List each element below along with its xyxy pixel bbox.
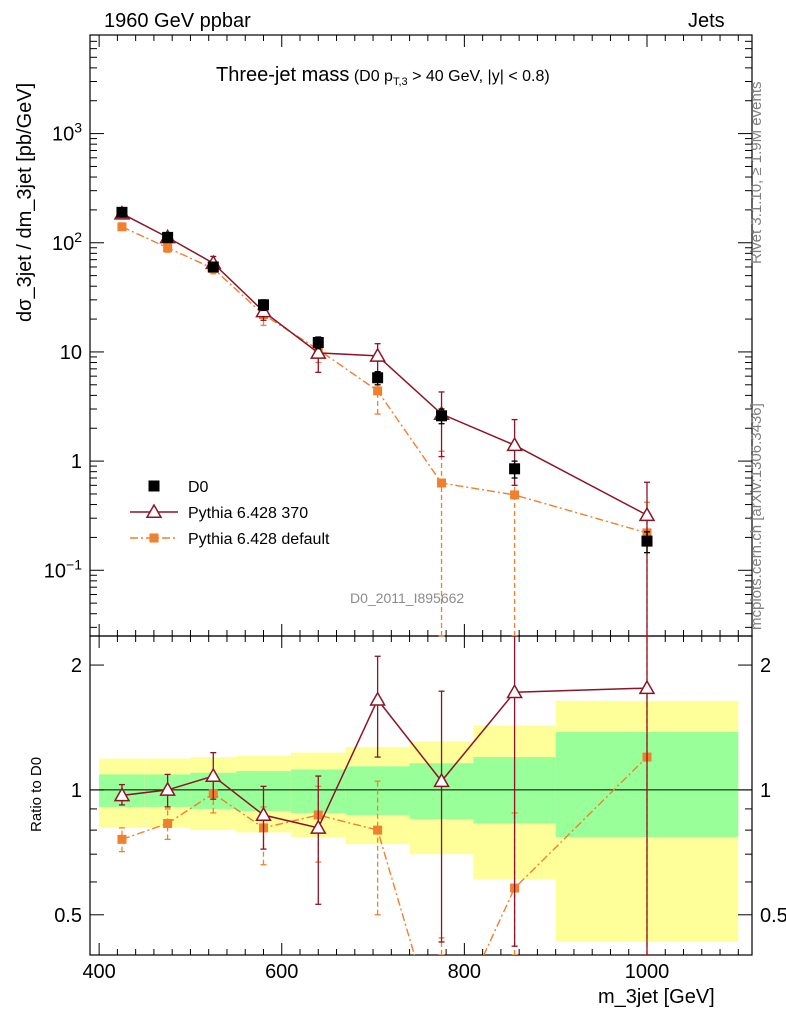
ratio-pythia-370-point — [255, 806, 272, 822]
y-tick-label-ratio-right: 0.5 — [760, 905, 786, 927]
legend-label: D0 — [188, 479, 209, 496]
y-tick-label-ratio-left: 2 — [71, 655, 82, 677]
y-tick-label-ratio-right: 1 — [760, 780, 771, 802]
y-tick-label-ratio-left: 1 — [71, 780, 82, 802]
legend-pythia-default-marker — [149, 533, 159, 543]
x-tick-label: 400 — [82, 961, 115, 983]
legend-d0-marker — [148, 480, 160, 492]
series-layer — [113, 205, 656, 955]
pythia-default-point — [373, 386, 383, 396]
pythia-default-line — [121, 226, 648, 534]
d0-data-point — [116, 206, 128, 218]
ratio-pythia-default-point — [117, 834, 127, 844]
plot-title-cut-sub: T,3 — [392, 76, 408, 89]
pythia-default-point — [163, 243, 173, 253]
y-axis-label-ratio: Ratio to D0 — [28, 756, 45, 832]
pythia-default-point — [117, 222, 127, 232]
x-tick-label: 600 — [265, 961, 298, 983]
plot-title: Three-jet mass (D0 pT,3 > 40 GeV, |y| < … — [216, 64, 550, 88]
y-tick-label-ratio-right: 2 — [760, 655, 771, 677]
pythia-370-point — [506, 436, 523, 452]
d0-data-point — [162, 231, 174, 243]
d0-data-point — [641, 535, 653, 547]
d0-data-point — [436, 410, 448, 422]
legend: D0 Pythia 6.428 370 Pythia 6.428 default — [130, 479, 330, 548]
d0-data-point — [509, 463, 521, 475]
ratio-pythia-370-point — [204, 767, 222, 783]
d0-data-point — [207, 261, 219, 273]
ratio-plot-frame: 400 600 800 1000 0.5 0.5 1 1 2 2 — [54, 635, 786, 983]
y-tick-label-main: 10−1 — [44, 556, 82, 582]
main-plot-frame: 10−1 1 10 102 103 — [44, 34, 753, 637]
ratio-pythia-default-point — [373, 825, 383, 835]
ratio-pythia-370-point — [113, 786, 131, 802]
x-tick-label: 1000 — [625, 961, 670, 983]
plot-title-cut-prefix: (D0 p — [353, 68, 393, 85]
y-axis-label-main: dσ_3jet / dm_3jet [pb/GeV] — [14, 82, 36, 322]
y-tick-label-main: 102 — [52, 229, 82, 255]
d0-data-point — [372, 372, 384, 384]
y-tick-label-main: 103 — [52, 120, 82, 146]
pythia-default-point — [510, 490, 520, 500]
y-tick-label-main: 1 — [71, 451, 82, 473]
ratio-pythia-370-point — [433, 772, 450, 788]
ratio-pythia-370-point — [506, 683, 523, 699]
y-tick-label-main: 10 — [60, 342, 82, 364]
ratio-pythia-default-point — [163, 818, 173, 828]
pythia-370-point — [309, 344, 327, 359]
rivet-version-label: Rivet 3.1.10, ≥ 1.9M events — [748, 81, 765, 265]
plot-title-cut-suffix: > 40 GeV, |y| < 0.8) — [407, 68, 550, 85]
ratio-frame-border — [89, 635, 753, 956]
analysis-id-watermark: D0_2011_I895662 — [350, 590, 465, 606]
legend-label: Pythia 6.428 default — [188, 531, 330, 548]
legend-pythia-370-marker — [145, 503, 163, 518]
d0-data-point — [312, 337, 324, 349]
pythia-default-point — [437, 478, 447, 488]
pythia-370-point — [638, 506, 656, 522]
y-tick-label-ratio-left: 0.5 — [54, 905, 82, 927]
ratio-pythia-370-point — [638, 679, 656, 695]
ratio-series-group — [113, 636, 656, 955]
ratio-pythia-370-point — [309, 819, 327, 834]
ratio-pythia-370-point — [369, 691, 386, 706]
collision-label: 1960 GeV ppbar — [104, 10, 251, 32]
d0-data-point — [257, 299, 269, 311]
x-tick-label: 800 — [448, 961, 481, 983]
ratio-uncertainty-bands — [99, 700, 739, 942]
plot-title-main: Three-jet mass — [216, 64, 350, 86]
analysis-category: Jets — [688, 10, 725, 32]
pythia-370-point — [369, 347, 386, 362]
x-axis-label: m_3jet [GeV] — [598, 986, 715, 1008]
pythia-370-line — [121, 212, 648, 516]
legend-label: Pythia 6.428 370 — [188, 505, 308, 522]
ratio-pythia-370-point — [159, 781, 176, 796]
mcplots-credit-label: mcplots.cern.ch [arXiv:1306.3436] — [748, 403, 765, 630]
